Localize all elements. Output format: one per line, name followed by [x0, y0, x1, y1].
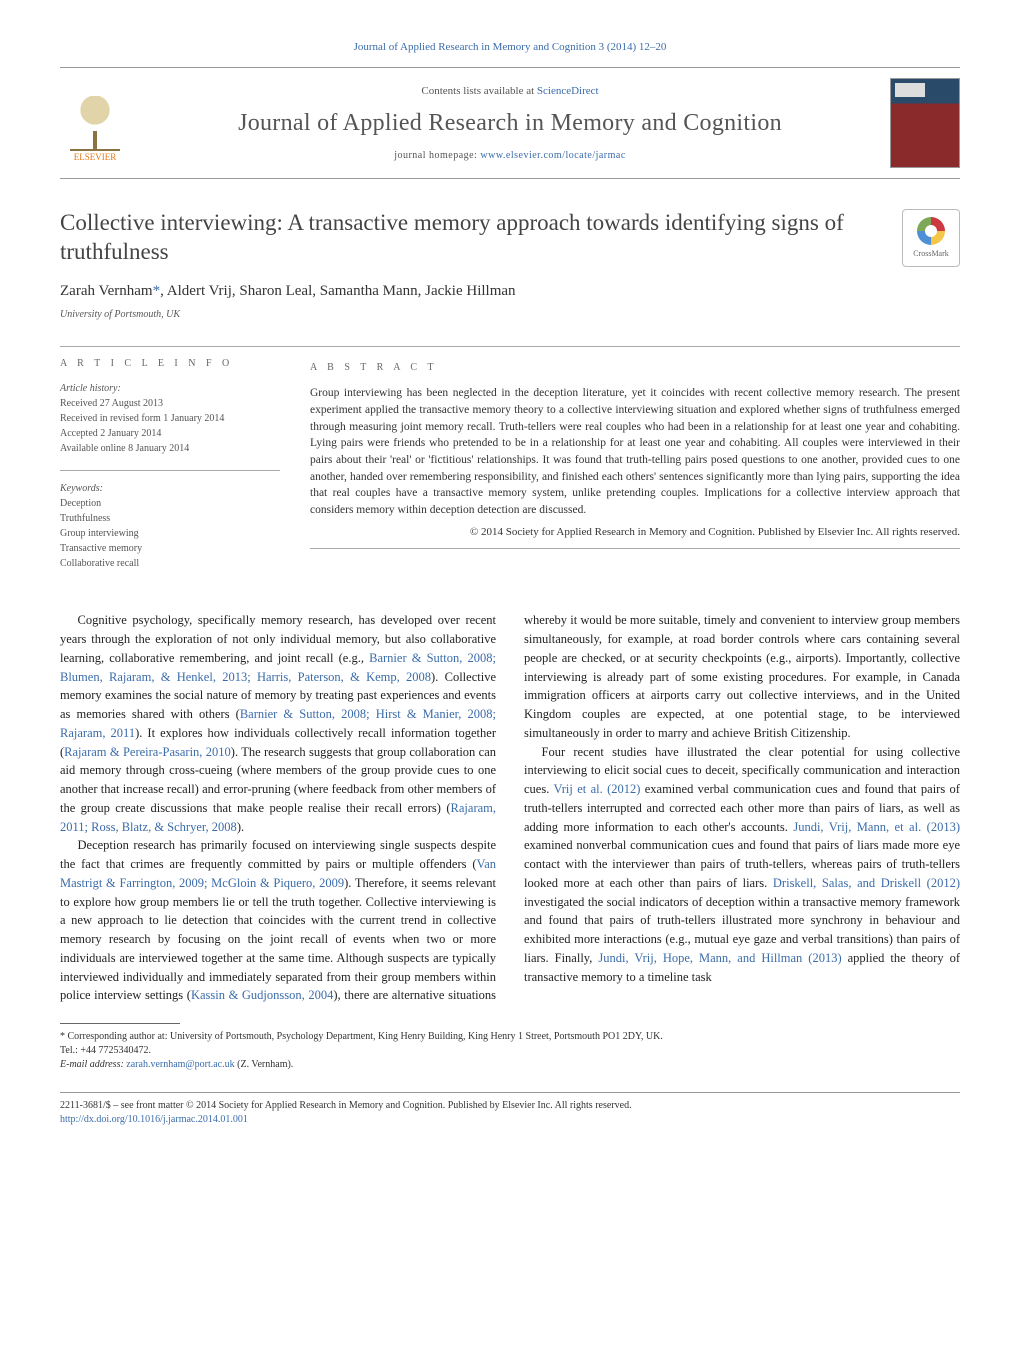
- homepage-prefix: journal homepage:: [394, 150, 480, 161]
- crossmark-icon: [917, 217, 945, 245]
- keywords-label: Keywords:: [60, 481, 280, 496]
- abstract: A B S T R A C T Group interviewing has b…: [310, 361, 960, 585]
- history-label: Article history:: [60, 381, 280, 396]
- running-header: Journal of Applied Research in Memory an…: [60, 40, 960, 55]
- running-header-link[interactable]: Journal of Applied Research in Memory an…: [354, 41, 667, 53]
- corresponding-author-note: * Corresponding author at: University of…: [60, 1030, 960, 1044]
- contents-line: Contents lists available at ScienceDirec…: [148, 84, 872, 99]
- homepage-line: journal homepage: www.elsevier.com/locat…: [148, 149, 872, 163]
- footnote-separator: [60, 1023, 180, 1024]
- history-online: Available online 8 January 2014: [60, 441, 280, 456]
- footnotes: * Corresponding author at: University of…: [60, 1030, 960, 1072]
- author: Aldert Vrij: [167, 283, 232, 299]
- corresponding-email-line: E-mail address: zarah.vernham@port.ac.uk…: [60, 1058, 960, 1072]
- page-footer: 2211-3681/$ – see front matter © 2014 So…: [60, 1092, 960, 1127]
- history-revised: Received in revised form 1 January 2014: [60, 411, 280, 426]
- crossmark-badge[interactable]: CrossMark: [902, 209, 960, 267]
- abstract-text: Group interviewing has been neglected in…: [310, 385, 960, 518]
- keyword: Truthfulness: [60, 511, 280, 526]
- citation-link[interactable]: Vrij et al. (2012): [553, 782, 640, 796]
- homepage-link[interactable]: www.elsevier.com/locate/jarmac: [480, 150, 625, 161]
- crossmark-label: CrossMark: [913, 248, 949, 259]
- author: Jackie Hillman: [425, 283, 515, 299]
- body-paragraph: Four recent studies have illustrated the…: [524, 743, 960, 987]
- footer-copyright: 2211-3681/$ – see front matter © 2014 So…: [60, 1099, 960, 1113]
- journal-name: Journal of Applied Research in Memory an…: [148, 107, 872, 141]
- affiliation: University of Portsmouth, UK: [60, 308, 960, 322]
- info-divider: [60, 470, 280, 471]
- citation-link[interactable]: Jundi, Vrij, Mann, et al. (2013): [793, 820, 960, 834]
- article-info: A R T I C L E I N F O Article history: R…: [60, 346, 280, 585]
- citation-link[interactable]: Kassin & Gudjonsson, 2004: [191, 988, 333, 1002]
- abstract-heading: A B S T R A C T: [310, 361, 960, 375]
- article-body: Cognitive psychology, specifically memor…: [60, 611, 960, 1005]
- citation-link[interactable]: Rajaram & Pereira-Pasarin, 2010: [64, 745, 231, 759]
- abstract-divider: [310, 548, 960, 549]
- masthead-center: Contents lists available at ScienceDirec…: [148, 84, 872, 163]
- doi-link[interactable]: http://dx.doi.org/10.1016/j.jarmac.2014.…: [60, 1114, 248, 1125]
- citation-link[interactable]: Jundi, Vrij, Hope, Mann, and Hillman (20…: [598, 951, 841, 965]
- author: Zarah Vernham: [60, 283, 153, 299]
- sciencedirect-link[interactable]: ScienceDirect: [537, 85, 599, 97]
- keyword: Collaborative recall: [60, 556, 280, 571]
- email-label: E-mail address:: [60, 1059, 126, 1070]
- elsevier-tree-icon: [70, 96, 120, 151]
- keyword: Group interviewing: [60, 526, 280, 541]
- article-history: Article history: Received 27 August 2013…: [60, 381, 280, 456]
- history-accepted: Accepted 2 January 2014: [60, 426, 280, 441]
- body-paragraph: Cognitive psychology, specifically memor…: [60, 611, 496, 836]
- author: Sharon Leal: [239, 283, 312, 299]
- article-info-heading: A R T I C L E I N F O: [60, 357, 280, 371]
- keyword: Transactive memory: [60, 541, 280, 556]
- publisher-name: ELSEVIER: [74, 151, 117, 164]
- citation-link[interactable]: Driskell, Salas, and Driskell (2012): [773, 876, 960, 890]
- publisher-logo: ELSEVIER: [60, 83, 130, 163]
- article-title: Collective interviewing: A transactive m…: [60, 209, 882, 267]
- abstract-copyright: © 2014 Society for Applied Research in M…: [310, 525, 960, 540]
- author: Samantha Mann: [320, 283, 418, 299]
- email-link[interactable]: zarah.vernham@port.ac.uk: [126, 1059, 234, 1070]
- keyword: Deception: [60, 496, 280, 511]
- journal-cover-thumbnail: [890, 78, 960, 168]
- corresponding-mark: *: [153, 283, 161, 299]
- history-received: Received 27 August 2013: [60, 396, 280, 411]
- author-list: Zarah Vernham*, Aldert Vrij, Sharon Leal…: [60, 281, 960, 302]
- keywords: Keywords: Deception Truthfulness Group i…: [60, 481, 280, 571]
- masthead: ELSEVIER Contents lists available at Sci…: [60, 67, 960, 179]
- corresponding-tel: Tel.: +44 7725340472.: [60, 1044, 960, 1058]
- contents-prefix: Contents lists available at: [421, 85, 536, 97]
